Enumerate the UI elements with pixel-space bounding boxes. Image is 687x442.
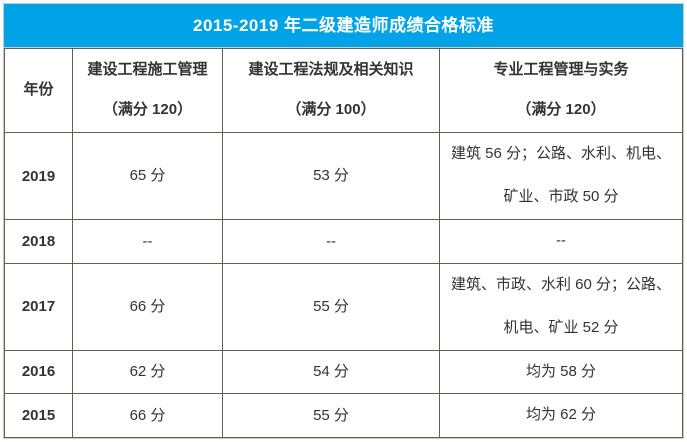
- table-row-2019: 2019 65 分 53 分 建筑 56 分；公路、水利、机电、矿业、市政 50…: [4, 132, 683, 220]
- table-frame: 2015-2019 年二级建造师成绩合格标准 年份 建设工程施工管理 （满分 1…: [3, 3, 684, 439]
- management-score-cell: 62 分: [72, 349, 223, 395]
- regulations-score-cell: 54 分: [222, 349, 440, 395]
- column-header-management: 建设工程施工管理 （满分 120）: [72, 48, 223, 133]
- column-subtitle: （满分 120）: [102, 101, 193, 118]
- table-header-row: 年份 建设工程施工管理 （满分 120） 建设工程法规及相关知识 （满分 100…: [4, 48, 683, 133]
- column-header-year: 年份: [4, 48, 73, 133]
- page-title: 2015-2019 年二级建造师成绩合格标准: [4, 4, 683, 48]
- regulations-score-cell: 53 分: [222, 132, 440, 220]
- management-score-cell: 66 分: [72, 393, 223, 438]
- column-title: 专业工程管理与实务: [493, 61, 629, 79]
- column-title: 年份: [23, 81, 54, 99]
- practice-score-cell: 建筑、市政、水利 60 分；公路、机电、矿业 52 分: [439, 263, 683, 351]
- column-title: 建设工程法规及相关知识: [248, 61, 414, 79]
- practice-score-cell: 建筑 56 分；公路、水利、机电、矿业、市政 50 分: [439, 132, 683, 220]
- year-cell: 2019: [4, 132, 73, 220]
- column-title: 建设工程施工管理: [87, 61, 208, 79]
- regulations-score-cell: 55 分: [222, 263, 440, 351]
- table-row-2018: 2018 -- -- --: [4, 219, 683, 264]
- practice-score-cell: 均为 62 分: [439, 393, 683, 438]
- management-score-cell: 66 分: [72, 263, 223, 351]
- column-subtitle: （满分 120）: [516, 101, 606, 118]
- management-score-cell: --: [72, 219, 223, 264]
- practice-score-cell: 均为 58 分: [439, 349, 683, 395]
- regulations-score-cell: 55 分: [222, 393, 440, 438]
- table-row-2016: 2016 62 分 54 分 均为 58 分: [4, 349, 683, 395]
- year-cell: 2015: [4, 393, 73, 438]
- practice-score-cell: --: [439, 219, 683, 264]
- table-row-2015: 2015 66 分 55 分 均为 62 分: [4, 393, 683, 438]
- column-subtitle: （满分 100）: [286, 101, 376, 118]
- year-cell: 2017: [4, 263, 73, 351]
- regulations-score-cell: --: [222, 219, 440, 264]
- column-header-regulations: 建设工程法规及相关知识 （满分 100）: [222, 48, 440, 133]
- year-cell: 2018: [4, 219, 73, 264]
- column-header-practice: 专业工程管理与实务 （满分 120）: [439, 48, 683, 133]
- table-row-2017: 2017 66 分 55 分 建筑、市政、水利 60 分；公路、机电、矿业 52…: [4, 263, 683, 351]
- score-table: 年份 建设工程施工管理 （满分 120） 建设工程法规及相关知识 （满分 100…: [4, 48, 683, 438]
- management-score-cell: 65 分: [72, 132, 223, 220]
- year-cell: 2016: [4, 349, 73, 395]
